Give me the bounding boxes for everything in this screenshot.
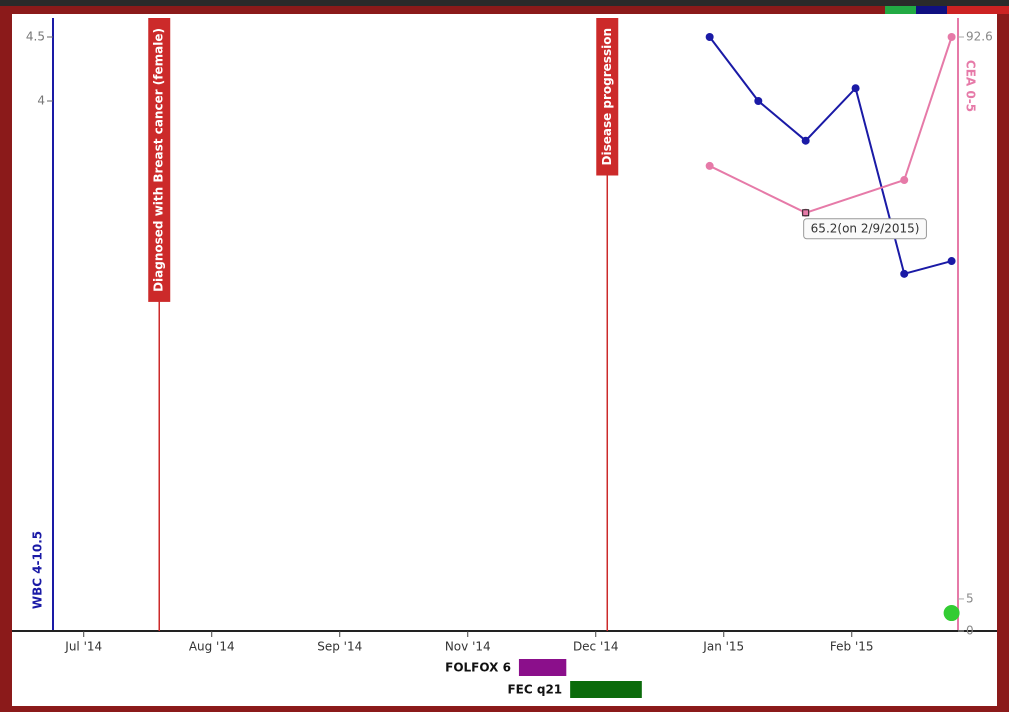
y2-tick-label: 5 bbox=[966, 591, 974, 605]
event-flag-box bbox=[148, 18, 171, 302]
y2-tick-label: 0 bbox=[966, 624, 974, 638]
data-point bbox=[851, 84, 860, 93]
x-tick-label: Aug '14 bbox=[189, 640, 235, 654]
data-point bbox=[705, 161, 714, 170]
top-strip bbox=[0, 0, 1009, 6]
tooltip-anchor bbox=[802, 209, 810, 217]
tab bbox=[947, 6, 1009, 14]
event-label: Diagnosed with Breast cancer (female) bbox=[152, 28, 166, 292]
tab bbox=[885, 6, 916, 14]
event-flag: Disease progression bbox=[596, 18, 619, 176]
tooltip: 65.2(on 2/9/2015) bbox=[803, 218, 927, 240]
data-point bbox=[947, 257, 956, 266]
tooltip-text: 65.2(on 2/9/2015) bbox=[811, 221, 920, 235]
plot-background bbox=[12, 14, 997, 706]
data-point bbox=[754, 97, 763, 106]
x-tick-label: Nov '14 bbox=[445, 640, 491, 654]
data-point bbox=[900, 269, 909, 278]
data-point bbox=[705, 33, 714, 41]
y-tick-label: 4.5 bbox=[26, 30, 45, 44]
data-point bbox=[947, 33, 956, 41]
marker-point bbox=[943, 605, 960, 622]
event-label: Disease progression bbox=[600, 28, 614, 166]
x-tick-label: Feb '15 bbox=[830, 640, 874, 654]
data-point bbox=[900, 176, 909, 185]
treatment-label: FOLFOX 6 bbox=[445, 661, 511, 675]
data-point bbox=[801, 136, 810, 145]
x-tick-label: Jul '14 bbox=[64, 640, 102, 654]
y2-tick-label: 92.6 bbox=[966, 30, 993, 44]
x-tick-label: Dec '14 bbox=[573, 640, 619, 654]
y-axis-label: WBC 4-10.5 bbox=[31, 531, 45, 609]
treatment-label: FEC q21 bbox=[507, 683, 562, 697]
treatment-bar bbox=[518, 659, 567, 676]
event-flag: Diagnosed with Breast cancer (female) bbox=[148, 18, 171, 302]
series-line bbox=[709, 36, 953, 214]
x-tick-label: Sep '14 bbox=[317, 640, 362, 654]
tooltip-box bbox=[803, 218, 927, 240]
tab bbox=[916, 6, 947, 14]
event-flag-box bbox=[596, 18, 619, 176]
data-point bbox=[801, 208, 810, 217]
y-tick-label: 4 bbox=[37, 94, 45, 108]
series-line bbox=[708, 36, 952, 276]
x-tick-label: Jan '15 bbox=[702, 640, 744, 654]
y2-axis-label: CEA 0-5 bbox=[964, 60, 978, 112]
treatment-bar bbox=[570, 681, 642, 698]
